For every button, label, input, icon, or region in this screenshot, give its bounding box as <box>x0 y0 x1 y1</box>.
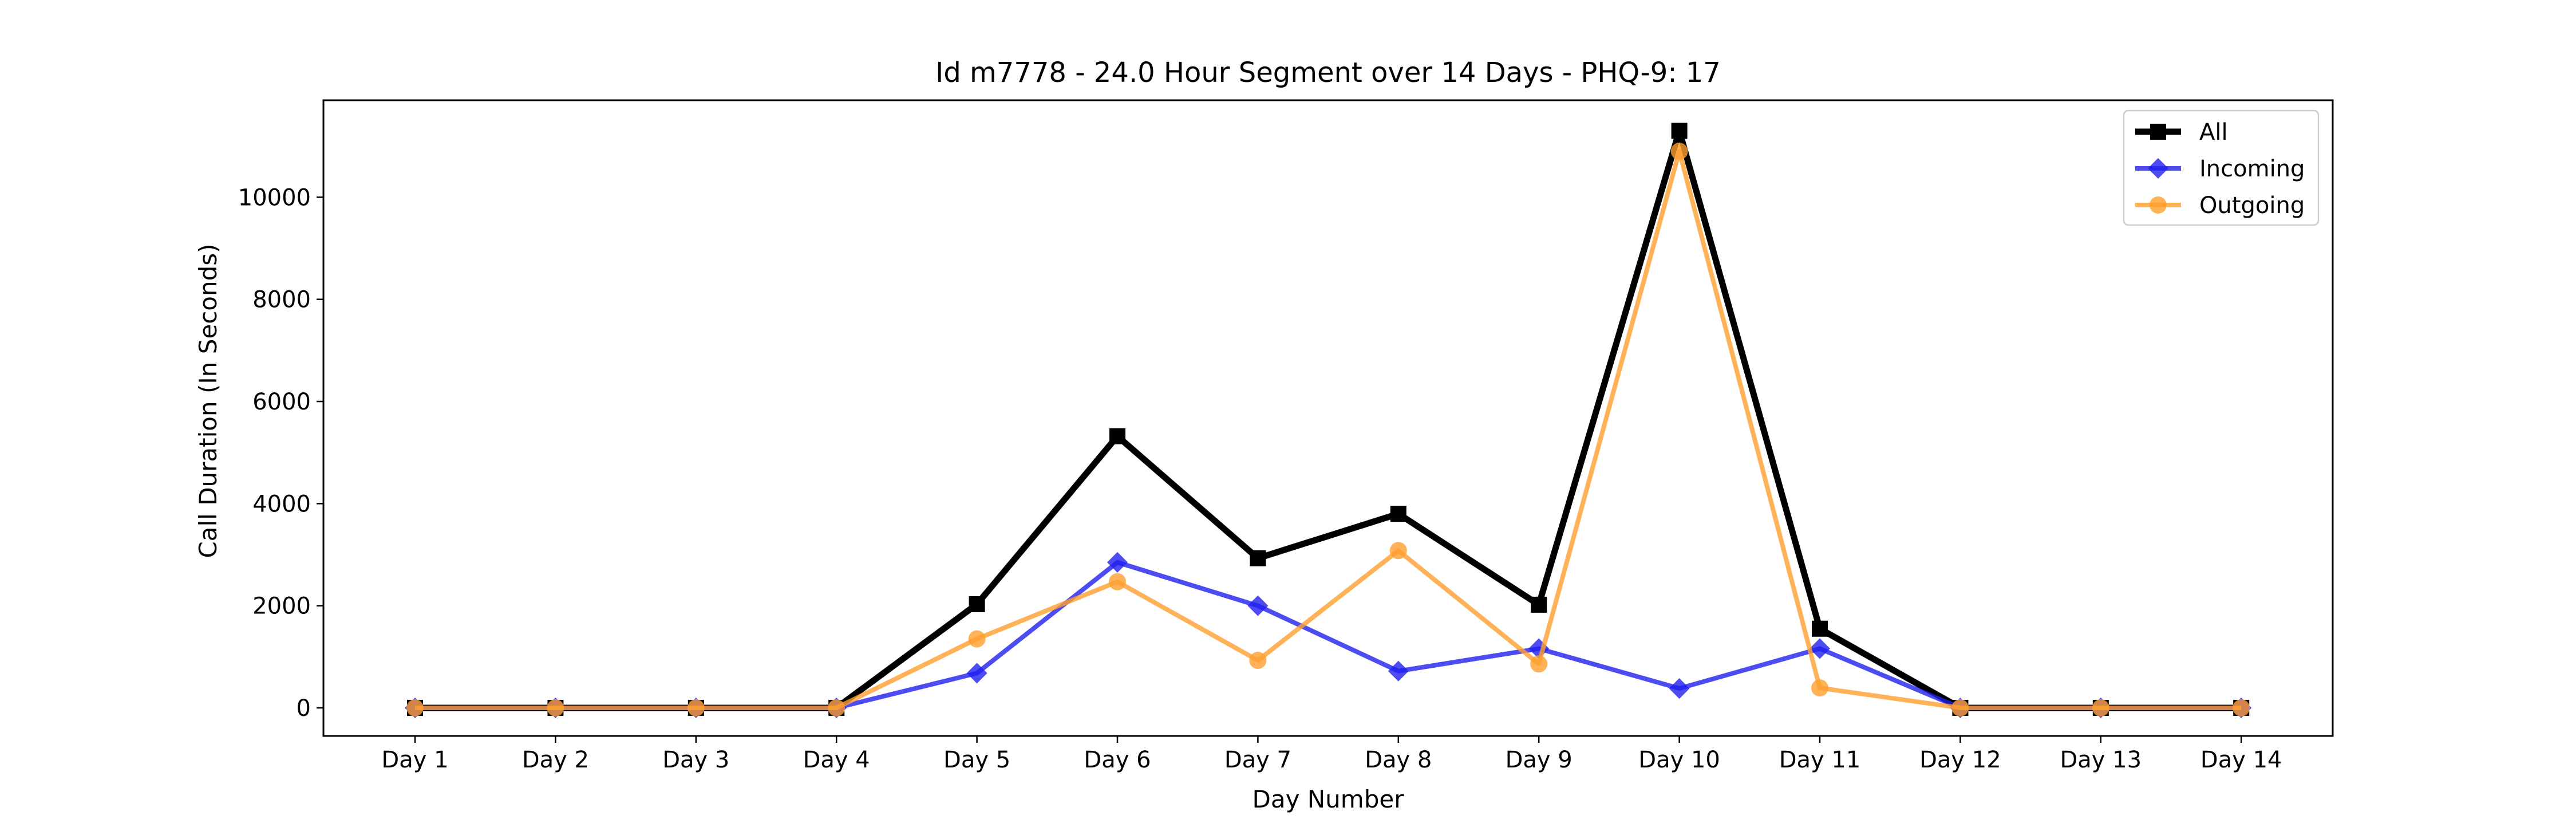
data-point-outgoing <box>1530 655 1548 673</box>
data-point-outgoing <box>406 699 424 716</box>
plot-frame <box>322 99 2334 737</box>
data-point-outgoing <box>1389 542 1407 560</box>
data-point-incoming <box>1107 552 1128 573</box>
series-line-outgoing <box>415 149 2242 710</box>
x-tick-label: Day 8 <box>1365 747 1432 773</box>
data-point-incoming <box>1669 678 1690 699</box>
data-point-incoming <box>966 663 987 684</box>
data-point-all <box>1531 596 1547 613</box>
series-layer <box>405 123 2252 718</box>
x-tick-label: Day 2 <box>522 747 589 773</box>
data-point-all <box>1671 123 1688 139</box>
legend: All Incoming Outgoing <box>2123 109 2320 226</box>
x-tick-label: Day 3 <box>662 747 729 773</box>
chart-title: Id m7778 - 24.0 Hour Segment over 14 Day… <box>935 57 1721 89</box>
legend-item-outgoing: Outgoing <box>2135 192 2305 219</box>
data-point-outgoing <box>1249 652 1267 670</box>
data-point-outgoing <box>1951 699 1969 716</box>
series-line-all <box>415 127 2242 711</box>
series-outgoing <box>406 143 2250 716</box>
x-tick-label: Day 13 <box>2060 747 2142 773</box>
axis-ticks: Day 1 Day 2 Day 3 Day 4 Day 5 Day 6 Day 7 Day 8… <box>238 184 2282 773</box>
data-point-all <box>1812 620 1828 637</box>
y-tick-label: 8000 <box>252 287 311 313</box>
y-tick-label: 0 <box>297 695 311 722</box>
x-tick-label: Day 7 <box>1224 747 1291 773</box>
legend-marker-incoming <box>2148 158 2168 179</box>
legend-label-all: All <box>2199 119 2228 145</box>
data-point-outgoing <box>687 699 705 716</box>
data-point-incoming <box>1809 638 1830 659</box>
series-incoming <box>405 552 2252 718</box>
data-point-all <box>969 596 985 612</box>
data-point-outgoing <box>1811 679 1828 697</box>
data-point-incoming <box>1388 660 1409 682</box>
data-point-outgoing <box>1670 143 1688 160</box>
legend-box <box>2123 109 2320 226</box>
data-point-incoming <box>1247 595 1269 616</box>
x-tick-label: Day 14 <box>2200 747 2282 773</box>
x-tick-label: Day 12 <box>1919 747 2001 773</box>
data-point-all <box>1109 428 1125 444</box>
y-tick-label: 10000 <box>238 184 311 211</box>
x-tick-label: Day 4 <box>803 747 870 773</box>
legend-label-incoming: Incoming <box>2199 156 2305 182</box>
x-tick-label: Day 1 <box>381 747 448 773</box>
x-tick-label: Day 11 <box>1779 747 1861 773</box>
data-point-outgoing <box>1109 573 1126 590</box>
series-line-incoming <box>415 560 2242 710</box>
data-point-outgoing <box>2233 699 2250 716</box>
data-point-all <box>1390 506 1406 522</box>
x-tick-label: Day 10 <box>1638 747 1720 773</box>
legend-marker-outgoing <box>2150 196 2167 214</box>
legend-label-outgoing: Outgoing <box>2199 192 2305 219</box>
y-tick-label: 2000 <box>252 593 311 620</box>
x-tick-label: Day 9 <box>1506 747 1573 773</box>
series-all <box>407 123 2250 716</box>
data-point-outgoing <box>828 699 846 716</box>
y-tick-label: 4000 <box>252 491 311 517</box>
legend-marker-all <box>2150 124 2166 140</box>
data-point-outgoing <box>547 699 564 716</box>
data-point-outgoing <box>968 630 986 648</box>
x-axis-label: Day Number <box>1252 785 1404 813</box>
x-tick-label: Day 5 <box>943 747 1010 773</box>
y-tick-label: 6000 <box>252 389 311 415</box>
legend-item-incoming: Incoming <box>2135 156 2305 182</box>
data-point-all <box>1250 550 1266 566</box>
data-point-outgoing <box>2092 699 2109 716</box>
x-tick-label: Day 6 <box>1084 747 1151 773</box>
y-axis-label: Call Duration (In Seconds) <box>194 243 222 558</box>
legend-item-all: All <box>2135 119 2228 145</box>
